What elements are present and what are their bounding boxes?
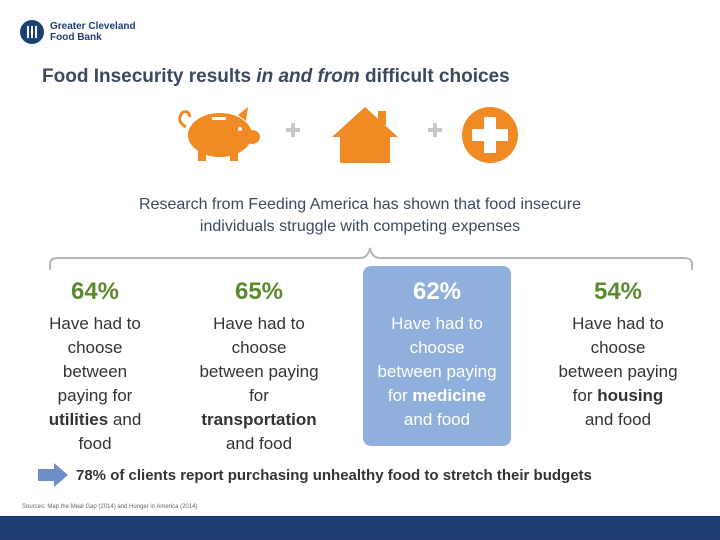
stat-description: Have had to choose between paying for me… <box>363 312 511 432</box>
research-line-1: Research from Feeding America has shown … <box>138 196 581 213</box>
expense-icons <box>0 105 720 165</box>
house-icon <box>332 107 398 163</box>
sources-citation: Sources: Map the Meal Gap (2014) and Hun… <box>22 504 198 510</box>
stat-line: and food <box>225 434 293 453</box>
stat-percent: 62% <box>412 278 462 305</box>
title-part-2: in and from <box>256 66 360 87</box>
stat-line: between paying <box>199 362 319 381</box>
stat-medicine: 62% Have had to choose between paying fo… <box>363 278 511 432</box>
stat-transportation: 65% Have had to choose between paying fo… <box>186 278 332 456</box>
stat-utilities: 64% Have had to choose between paying fo… <box>30 278 160 456</box>
stat-line: choose <box>231 338 287 357</box>
arrow-right-icon <box>38 463 68 487</box>
key-finding-callout: 78% of clients report purchasing unhealt… <box>38 463 592 487</box>
stat-line: utilities and <box>30 408 160 432</box>
stat-emphasis: transportation <box>201 410 317 429</box>
stat-emphasis: utilities <box>48 410 109 429</box>
research-statement: Research from Feeding America has shown … <box>60 194 660 238</box>
stat-line: between <box>62 362 128 381</box>
footer-bar <box>0 516 720 540</box>
logo-text: Greater Cleveland Food Bank <box>50 21 136 43</box>
piggy-bank-icon <box>178 107 260 161</box>
stat-percent: 64% <box>70 278 120 305</box>
stat-description: Have had to choose between paying for ho… <box>543 312 693 432</box>
stat-pre: for <box>572 386 598 405</box>
stat-pre: for <box>387 386 413 405</box>
stat-housing: 54% Have had to choose between paying fo… <box>543 278 693 432</box>
stat-line: for medicine <box>363 384 511 408</box>
stat-line: choose <box>409 338 465 357</box>
highlight-box <box>363 266 511 446</box>
stat-line: Have had to <box>213 314 305 333</box>
stat-line: Have had to <box>49 314 141 333</box>
stat-line: between paying <box>558 362 678 381</box>
grouping-bracket <box>49 247 693 270</box>
logo: Greater Cleveland Food Bank <box>20 20 136 44</box>
logo-line-2: Food Bank <box>50 32 102 43</box>
stat-line: and food <box>584 410 652 429</box>
stat-emphasis: medicine <box>412 386 487 405</box>
stat-line: choose <box>590 338 646 357</box>
stat-tail: and <box>108 410 142 429</box>
stat-line: between paying <box>377 362 497 381</box>
stat-emphasis: housing <box>597 386 664 405</box>
logo-line-1: Greater Cleveland <box>50 21 136 32</box>
fork-knife-icon <box>20 20 44 44</box>
stat-description: Have had to choose between paying for ut… <box>30 312 160 456</box>
title-part-3: difficult choices <box>359 66 510 87</box>
medical-cross-icon <box>462 107 518 163</box>
stat-line: paying for <box>57 386 133 405</box>
callout-text: 78% of clients report purchasing unhealt… <box>76 466 592 484</box>
research-line-2: individuals struggle with competing expe… <box>199 218 521 235</box>
stat-line: Have had to <box>572 314 664 333</box>
stat-description: Have had to choose between paying for tr… <box>186 312 332 456</box>
stat-line: for <box>249 386 269 405</box>
plus-separator-1 <box>286 123 300 137</box>
stat-line: Have had to <box>391 314 483 333</box>
stat-line: choose <box>67 338 123 357</box>
stat-percent: 65% <box>234 278 284 305</box>
plus-separator-2 <box>428 123 442 137</box>
title-part-1: Food Insecurity results <box>42 66 257 87</box>
stat-percent: 54% <box>593 278 643 305</box>
stat-line: transportation <box>186 408 332 432</box>
stat-line: food <box>78 434 112 453</box>
page-title: Food Insecurity results in and from diff… <box>42 66 510 88</box>
stat-line: and food <box>403 410 471 429</box>
stat-line: for housing <box>543 384 693 408</box>
